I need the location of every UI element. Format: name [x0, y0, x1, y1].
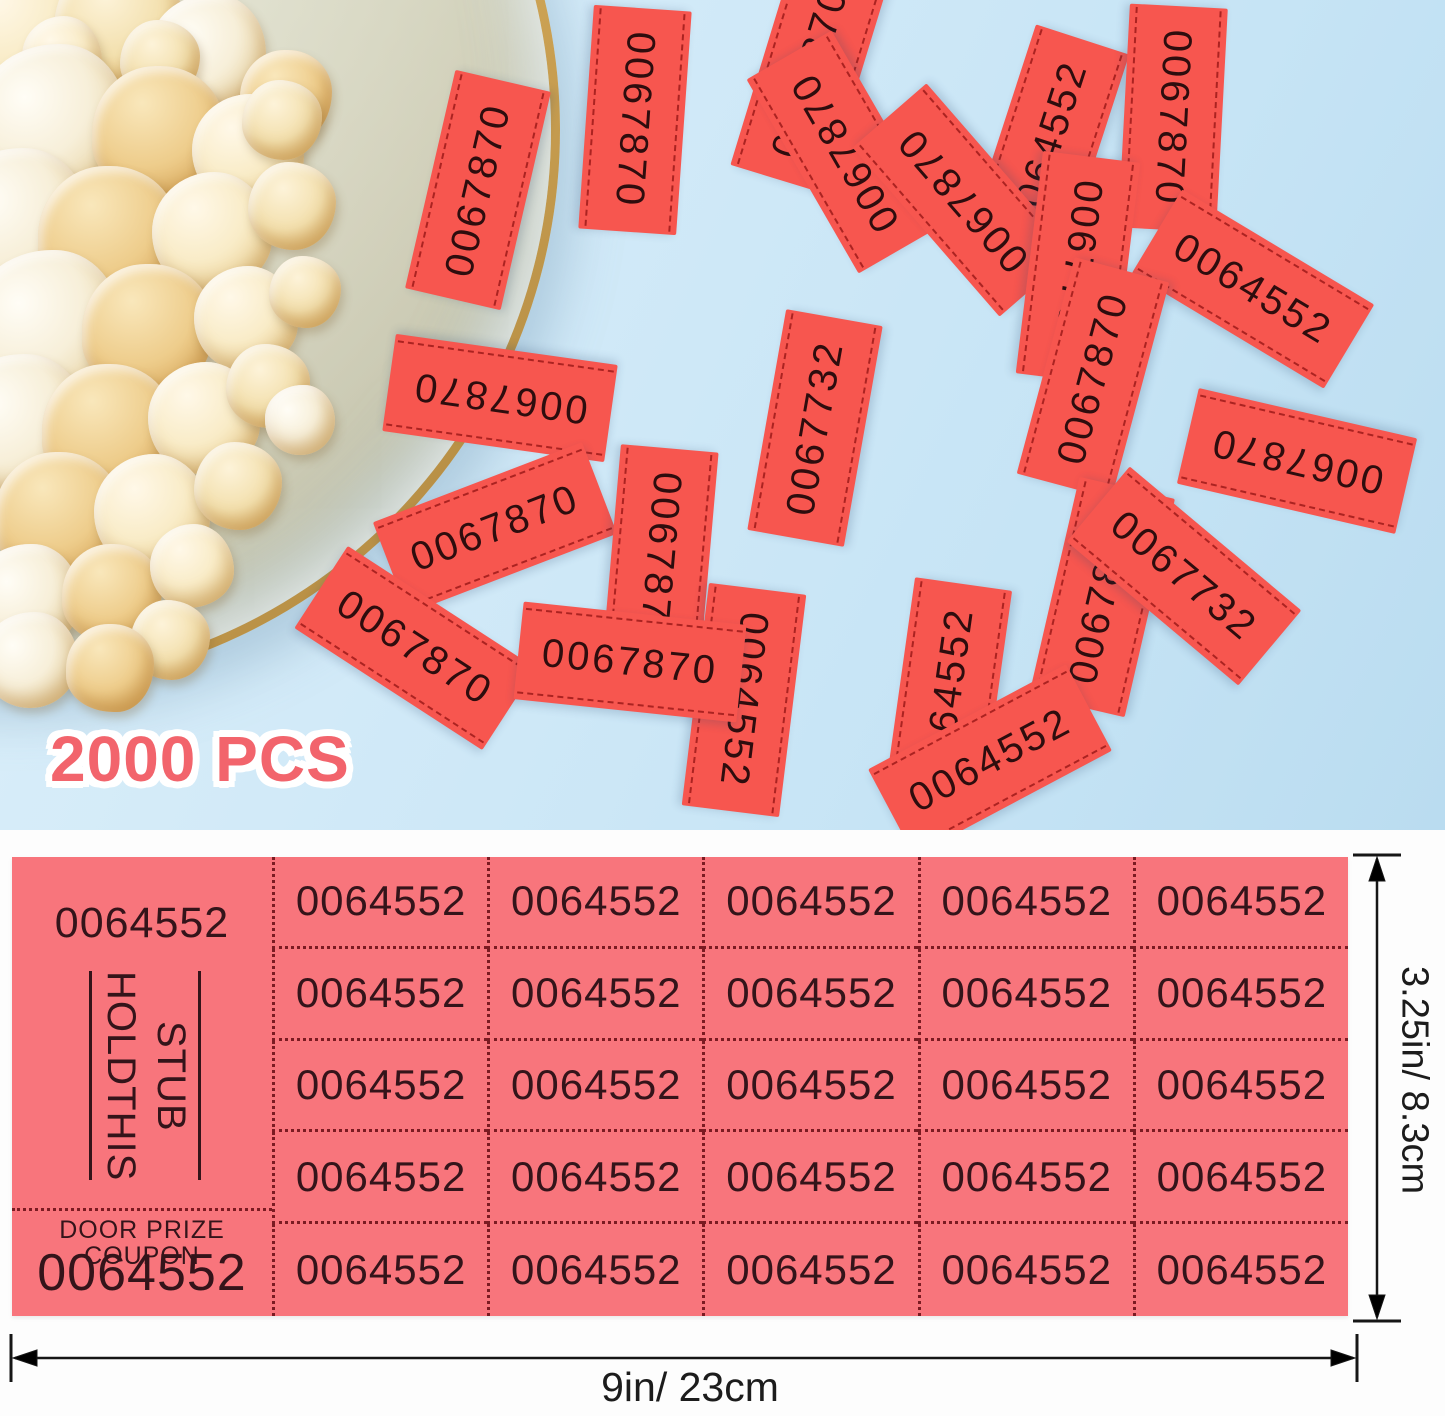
ticket-number: 0064552	[726, 1152, 897, 1200]
sheet-ticket-cell: 0064552	[487, 1224, 702, 1316]
hold-line1: HOLDTHIS	[99, 970, 143, 1182]
ticket-number: 0064552	[1156, 877, 1328, 925]
sheet-ticket-cell: 0064552	[702, 857, 918, 949]
ticket-number: 0067870	[436, 98, 519, 281]
ticket-number: 0064552	[941, 1152, 1112, 1200]
ticket-number: 0064552	[1156, 1152, 1328, 1200]
sheet-ticket-cell: 0064552	[1132, 1132, 1348, 1225]
sheet-ticket-cell: 0064552	[1132, 948, 1348, 1041]
sheet-ticket-cell: 0064552	[487, 948, 703, 1041]
ticket-grid: 0064552 0064552 0064552 0064552 0064552 00645…	[272, 857, 1348, 1316]
ticket-number: 0067732	[777, 337, 852, 519]
ticket-number: 0067870	[1048, 286, 1137, 469]
ticket-number: 0064552	[726, 1246, 897, 1294]
ticket-number: 0067870	[607, 30, 664, 210]
raffle-ticket: 0067732	[747, 309, 883, 547]
ticket-number: 0064552	[1156, 1060, 1328, 1108]
sheet-ticket-cell: 0064552	[702, 1040, 918, 1133]
sheet-ticket-cell: 0064552	[1132, 1224, 1348, 1316]
ticket-number: 0064552	[295, 969, 467, 1017]
ticket-number: 0064552	[295, 1060, 467, 1108]
hold-this-stub-label: HOLDTHIS STUB	[96, 969, 196, 1183]
ticket-number: 0064552	[941, 1246, 1112, 1294]
ticket-number: 0064552	[511, 1060, 682, 1108]
photo-section: 0067870006787000678700067870006787000678…	[0, 0, 1445, 830]
raffle-ticket: 0064552	[1131, 189, 1375, 389]
raffle-ticket: 0067870	[1176, 388, 1418, 534]
stub-perforation	[12, 1208, 272, 1211]
width-dimension-arrow	[9, 1334, 1359, 1382]
ticket-number: 0067870	[539, 630, 721, 693]
ticket-number: 0064552	[1166, 224, 1341, 353]
ticket-sheet: 0064552 HOLDTHIS STUB DOOR PRIZE COUPON …	[12, 857, 1348, 1316]
ticket-number: 0067870	[1205, 420, 1388, 503]
ticket-number: 0064552	[726, 969, 897, 1017]
sheet-ticket-cell: 0064552	[702, 1132, 918, 1225]
ticket-number: 0064552	[511, 969, 682, 1017]
coupon-line2: COUPON	[84, 1242, 200, 1270]
sheet-ticket-cell: 0064552	[917, 1040, 1133, 1133]
door-prize-coupon-label: DOOR PRIZE COUPON	[12, 1217, 272, 1269]
ticket-stub: 0064552 HOLDTHIS STUB DOOR PRIZE COUPON …	[12, 857, 272, 1316]
sheet-ticket-cell: 0064552	[272, 1132, 488, 1225]
ticket-number: 0064552	[726, 877, 897, 925]
sheet-ticket-cell: 0064552	[487, 857, 703, 949]
ticket-number: 0064552	[941, 969, 1112, 1017]
stub-number-top: 0064552	[54, 899, 230, 947]
ticket-number: 0064552	[1156, 969, 1328, 1017]
sheet-ticket-cell: 0064552	[272, 1040, 488, 1133]
ticket-number: 0064552	[511, 1246, 682, 1294]
sheet-ticket-cell: 0064552	[487, 1040, 703, 1133]
ticket-number: 0067870	[1146, 28, 1201, 208]
sheet-ticket-cell: 0064552	[272, 948, 488, 1041]
quantity-badge: 2000 PCS	[50, 723, 350, 795]
ticket-number: 0067870	[329, 580, 502, 715]
sheet-ticket-cell: 0064552	[272, 857, 488, 949]
sheet-ticket-cell: 0064552	[917, 1224, 1133, 1316]
sheet-ticket-cell: 0064552	[702, 1224, 917, 1316]
ticket-number: 0064552	[1156, 1246, 1328, 1294]
ticket-number: 0064552	[726, 1060, 897, 1108]
stub-number-bottom: 0064552	[37, 1244, 247, 1302]
sheet-ticket-cell: 0064552	[702, 948, 918, 1041]
height-dimension-label: 3.25in/ 8.3cm	[1393, 965, 1436, 1195]
ticket-number: 0064552	[295, 1152, 467, 1200]
sheet-ticket-cell: 0064552	[917, 948, 1133, 1041]
sheet-ticket-cell: 0064552	[1132, 857, 1348, 949]
ticket-number: 0064552	[511, 877, 682, 925]
ticket-number: 0067870	[404, 475, 586, 580]
sheet-ticket-cell: 0064552	[487, 1132, 703, 1225]
hold-line2: STUB	[149, 1020, 193, 1132]
sheet-ticket-cell: 0064552	[1132, 1040, 1348, 1133]
sheet-ticket-cell: 0064552	[917, 857, 1133, 949]
stub-rule-left	[89, 971, 92, 1180]
raffle-ticket: 0067870	[578, 4, 692, 236]
height-dimension-arrow	[1353, 853, 1401, 1323]
ticket-number: 0064552	[295, 877, 467, 925]
ticket-number: 0067870	[409, 364, 591, 433]
sheet-ticket-cell: 0064552	[272, 1224, 487, 1316]
ticket-number: 0064552	[295, 1246, 467, 1294]
sheet-ticket-cell: 0064552	[917, 1132, 1133, 1225]
ticket-number: 0064552	[511, 1152, 682, 1200]
width-dimension-label: 9in/ 23cm	[601, 1364, 779, 1410]
coupon-line1: DOOR PRIZE	[59, 1216, 225, 1244]
ticket-number: 0064552	[941, 877, 1112, 925]
ticket-number: 0064552	[941, 1060, 1112, 1108]
stub-rule-right	[198, 971, 201, 1180]
spec-section: 0064552 HOLDTHIS STUB DOOR PRIZE COUPON …	[0, 830, 1445, 1416]
